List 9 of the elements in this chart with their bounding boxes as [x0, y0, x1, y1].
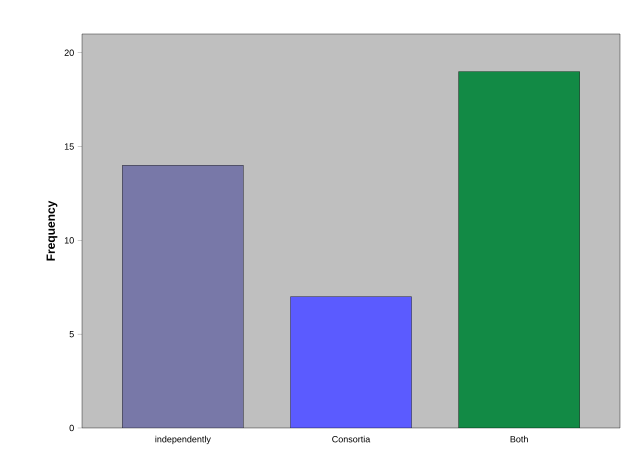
y-tick-label: 5: [70, 331, 74, 338]
x-tick-label: independently: [155, 436, 211, 444]
x-tick-label: Consortia: [332, 436, 370, 442]
y-axis-title: Frequency: [46, 200, 58, 261]
x-tick-label: Both: [510, 436, 528, 442]
y-tick-label: 0: [70, 424, 74, 432]
y-tick-label: 15: [64, 143, 74, 150]
y-tick-label: 20: [64, 50, 74, 56]
y-tick-label: 10: [64, 237, 74, 244]
